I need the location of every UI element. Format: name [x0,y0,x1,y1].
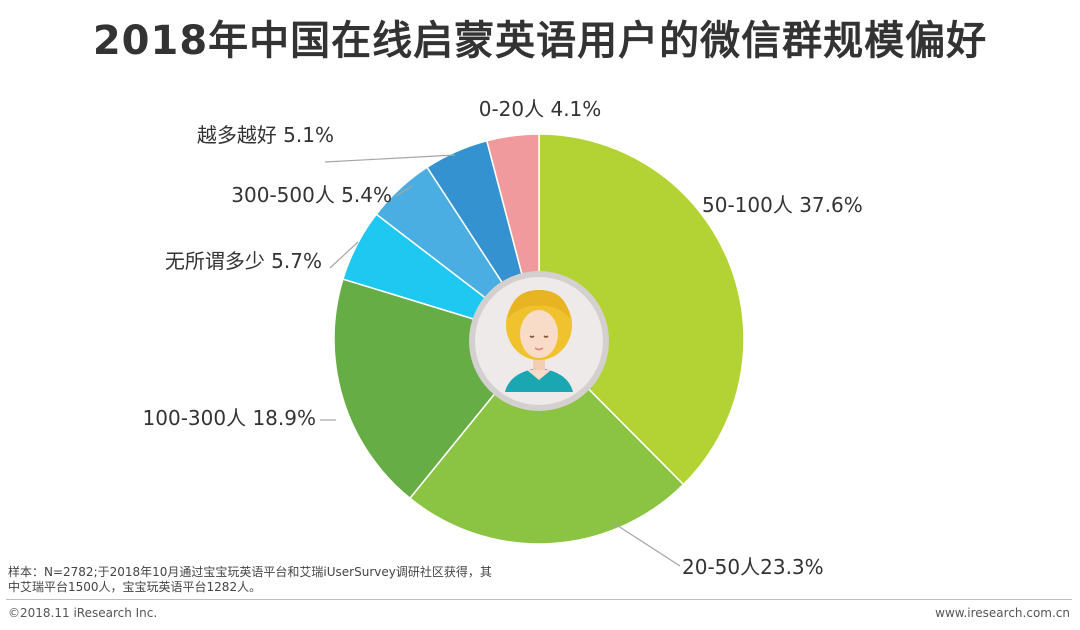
leader-line [324,154,456,163]
sample-note-line2: 中艾瑞平台1500人，宝宝玩英语平台1282人。 [8,580,262,594]
slice-label: 越多越好 5.1% [197,123,334,147]
copyright-text: ©2018.11 iResearch Inc. [8,606,158,620]
leader-line [611,521,681,567]
leader-line [329,241,359,269]
slice-labels: 50-100人 37.6% 20-50人23.3% 100-300人 18.9% 无所… [143,97,863,579]
slice-label: 无所谓多少 5.7% [165,249,322,273]
user-avatar-icon [469,271,609,411]
slice-label: 300-500人 5.4% [231,183,392,207]
slice-label: 50-100人 37.6% [702,193,863,217]
sample-note-line1: 样本：N=2782;于2018年10月通过宝宝玩英语平台和艾瑞iUserSurv… [8,565,492,579]
leader-line [395,185,413,197]
pie-slice [408,337,685,545]
label-leader-lines [320,154,681,567]
slice-label: 20-50人23.3% [682,555,824,579]
footer-divider [6,599,1072,600]
slice-label: 0-20人 4.1% [479,97,602,121]
page-title: 2018年中国在线启蒙英语用户的微信群规模偏好 [92,18,988,64]
pie-slice [538,133,745,486]
sample-note: 样本：N=2782;于2018年10月通过宝宝玩英语平台和艾瑞iUserSurv… [8,565,548,595]
website-link[interactable]: www.iresearch.com.cn [935,606,1070,620]
slice-label: 100-300人 18.9% [143,406,316,430]
